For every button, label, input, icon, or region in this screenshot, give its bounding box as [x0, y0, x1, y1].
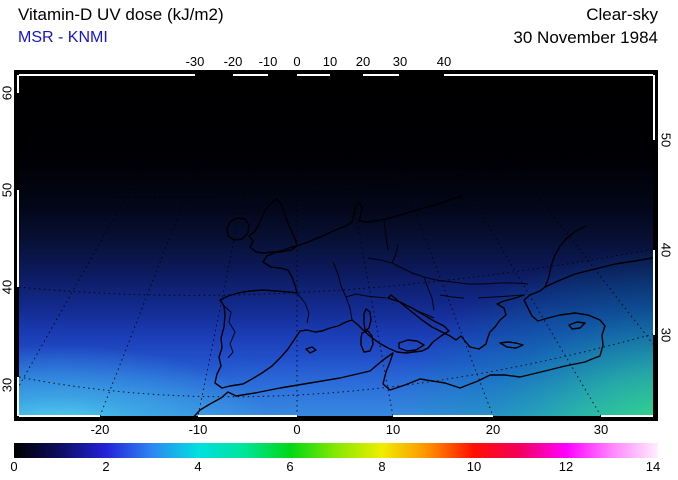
date-label: 30 November 1984	[513, 28, 658, 47]
right-axis-label: 30	[658, 327, 674, 343]
top-axis-label: 40	[436, 54, 452, 69]
colorbar-label: 0	[10, 459, 18, 474]
bottom-axis-label: -20	[90, 422, 110, 437]
left-axis-label: 30	[0, 377, 15, 393]
page-title: Vitamin-D UV dose (kJ/m2)	[18, 5, 224, 24]
colorbar-label: 12	[558, 459, 574, 474]
colorbar-label: 8	[378, 459, 386, 474]
country-borders	[223, 219, 529, 359]
top-axis-label: -30	[185, 54, 205, 69]
left-axis-label: 40	[0, 279, 15, 295]
right-axis-label: 40	[658, 242, 674, 258]
bottom-axis-label: -10	[188, 422, 208, 437]
colorbar	[14, 443, 658, 458]
top-axis-label: 0	[293, 54, 301, 69]
colorbar-label: 6	[286, 459, 294, 474]
top-axis-label: -10	[258, 54, 278, 69]
bottom-axis-label: 20	[485, 422, 501, 437]
top-axis-label: 20	[355, 54, 371, 69]
sky-condition-label: Clear-sky	[586, 5, 658, 24]
top-axis-label: 30	[392, 54, 408, 69]
colorbar-label: 2	[102, 459, 110, 474]
coastlines	[193, 195, 653, 416]
bottom-axis-label: 30	[593, 422, 609, 437]
left-axis-label: 60	[0, 85, 15, 101]
bottom-axis-label: 0	[293, 422, 301, 437]
graticule	[19, 75, 653, 416]
right-axis-label: 50	[658, 132, 674, 148]
left-axis-label: 50	[0, 182, 15, 198]
map-frame	[14, 70, 658, 421]
org-label: MSR - KNMI	[18, 29, 108, 46]
bottom-axis-label: 10	[385, 422, 401, 437]
colorbar-label: 10	[466, 459, 482, 474]
top-axis-label: -20	[223, 54, 243, 69]
colorbar-label: 4	[194, 459, 202, 474]
uv-field	[19, 75, 653, 416]
colorbar-label: 14	[645, 459, 661, 474]
top-axis-label: 10	[322, 54, 338, 69]
